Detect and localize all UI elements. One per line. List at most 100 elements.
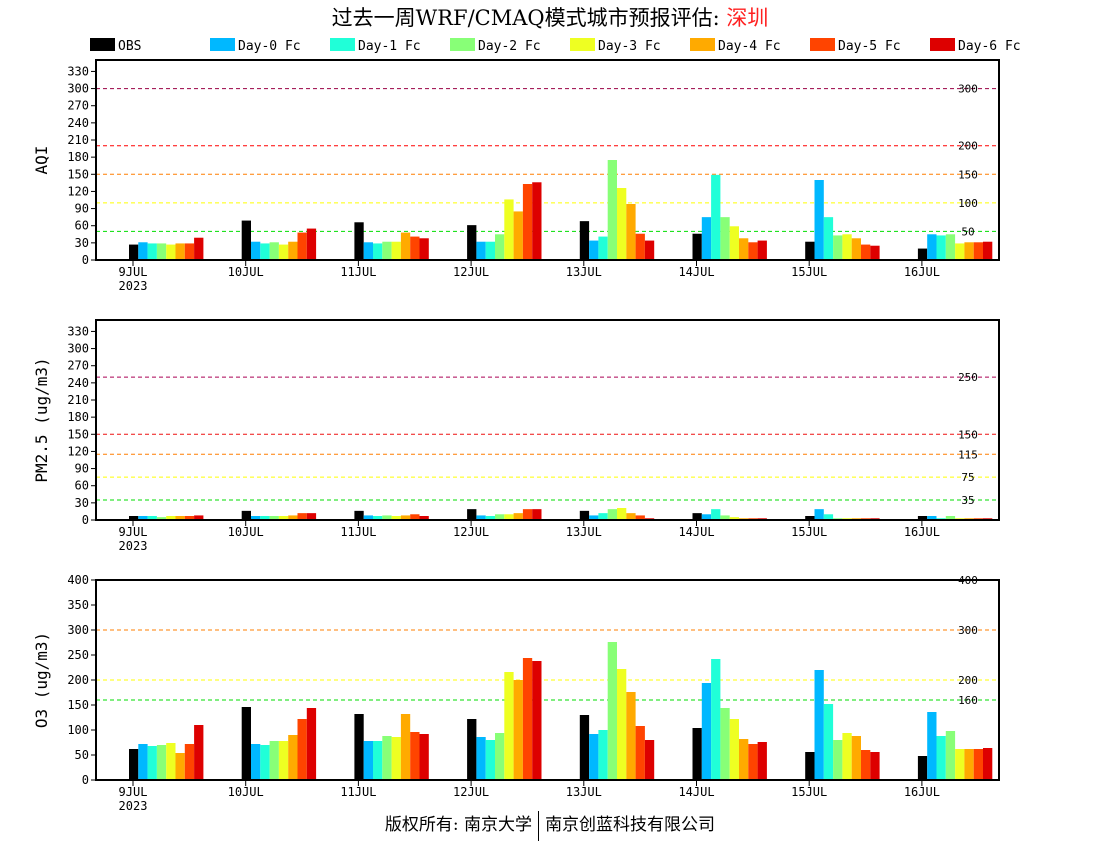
bar-day-5-fc-14jul xyxy=(748,242,758,260)
x-tick-label: 11JUL xyxy=(340,265,376,279)
bar-day-1-fc-9jul xyxy=(147,516,157,520)
y-tick-label: 50 xyxy=(75,748,89,762)
bar-day-5-fc-14jul xyxy=(748,744,758,780)
reference-label: 150 xyxy=(958,428,978,441)
bar-obs-16jul xyxy=(917,756,928,780)
x-tick-label: 12JUL xyxy=(453,785,489,799)
y-axis-label: PM2.5 (ug/m3) xyxy=(32,357,51,482)
bar-day-0-fc-12jul xyxy=(476,515,486,520)
legend-label: Day-4 Fc xyxy=(718,39,781,54)
bar-day-6-fc-12jul xyxy=(532,509,542,520)
x-tick-label: 13JUL xyxy=(566,525,602,539)
bar-day-6-fc-10jul xyxy=(306,228,317,260)
y-tick-label: 90 xyxy=(75,462,89,476)
y-tick-label: 400 xyxy=(67,573,89,587)
bar-obs-9jul xyxy=(129,749,139,780)
bar-day-4-fc-11jul xyxy=(400,515,411,520)
year-label: 2023 xyxy=(119,799,148,813)
y-tick-label: 330 xyxy=(67,64,89,78)
bar-day-4-fc-12jul xyxy=(513,680,523,780)
bar-day-5-fc-16jul xyxy=(973,749,983,780)
bar-day-0-fc-9jul xyxy=(138,242,148,260)
y-tick-label: 150 xyxy=(67,698,89,712)
bar-day-0-fc-9jul xyxy=(138,516,148,520)
bar-day-2-fc-11jul xyxy=(382,515,392,520)
y-tick-label: 120 xyxy=(67,444,89,458)
y-tick-label: 150 xyxy=(67,167,89,181)
reference-label: 300 xyxy=(958,83,978,96)
bar-day-4-fc-9jul xyxy=(175,516,185,520)
x-tick-label: 10JUL xyxy=(228,525,264,539)
y-tick-label: 210 xyxy=(67,133,89,147)
bar-day-2-fc-9jul xyxy=(156,517,167,520)
y-tick-label: 350 xyxy=(67,598,89,612)
legend-item-day-5-fc: Day-5 Fc xyxy=(810,38,901,54)
bar-day-2-fc-16jul xyxy=(945,731,956,780)
bar-day-0-fc-16jul xyxy=(927,712,937,780)
bar-day-1-fc-10jul xyxy=(260,745,270,780)
y-tick-label: 240 xyxy=(67,116,89,130)
bar-day-4-fc-14jul xyxy=(739,739,749,780)
bar-day-1-fc-9jul xyxy=(147,243,157,260)
y-tick-label: 180 xyxy=(67,410,89,424)
bar-day-4-fc-13jul xyxy=(626,204,636,260)
bar-day-0-fc-13jul xyxy=(589,240,599,260)
bar-day-1-fc-15jul xyxy=(823,704,834,780)
y-tick-label: 0 xyxy=(82,253,89,267)
bar-day-5-fc-11jul xyxy=(410,514,420,520)
copyright-right: 南京创蓝科技有限公司 xyxy=(545,815,716,835)
reference-label: 35 xyxy=(961,494,974,507)
x-tick-label: 15JUL xyxy=(791,525,827,539)
bar-day-2-fc-14jul xyxy=(720,217,730,260)
bar-day-0-fc-14jul xyxy=(701,683,712,780)
y-tick-label: 30 xyxy=(75,236,89,250)
bar-day-3-fc-9jul xyxy=(166,743,176,780)
bar-day-5-fc-15jul xyxy=(861,750,871,780)
bar-day-1-fc-16jul xyxy=(936,235,946,260)
bar-day-6-fc-13jul xyxy=(644,740,655,780)
x-tick-label: 11JUL xyxy=(340,525,376,539)
reference-label: 100 xyxy=(958,197,978,210)
bar-day-2-fc-14jul xyxy=(720,515,730,520)
bar-day-4-fc-14jul xyxy=(739,238,749,260)
y-tick-label: 270 xyxy=(67,359,89,373)
bar-day-2-fc-11jul xyxy=(382,736,392,780)
y-tick-label: 200 xyxy=(67,673,89,687)
bar-obs-11jul xyxy=(354,714,364,780)
year-label: 2023 xyxy=(119,279,148,293)
bar-day-3-fc-13jul xyxy=(617,669,627,780)
bar-day-5-fc-9jul xyxy=(184,744,195,780)
x-tick-label: 12JUL xyxy=(453,265,489,279)
bar-day-1-fc-16jul xyxy=(936,736,946,780)
legend-swatch xyxy=(570,38,595,51)
bar-day-1-fc-11jul xyxy=(373,243,383,260)
y-tick-label: 250 xyxy=(67,648,89,662)
bar-day-3-fc-14jul xyxy=(729,226,739,260)
bar-day-3-fc-13jul xyxy=(617,508,627,520)
x-tick-label: 15JUL xyxy=(791,785,827,799)
y-tick-label: 0 xyxy=(82,773,89,787)
bar-day-1-fc-13jul xyxy=(598,513,608,520)
bar-day-0-fc-14jul xyxy=(701,217,712,260)
bar-obs-13jul xyxy=(579,715,590,780)
bar-day-0-fc-15jul xyxy=(814,670,824,780)
bar-day-0-fc-11jul xyxy=(363,515,373,520)
bar-day-3-fc-11jul xyxy=(391,241,401,260)
bar-day-2-fc-9jul xyxy=(156,745,167,780)
bar-day-0-fc-14jul xyxy=(701,514,712,520)
bar-obs-12jul xyxy=(467,225,477,260)
bar-day-6-fc-16jul xyxy=(983,748,993,780)
bar-day-5-fc-13jul xyxy=(635,233,645,260)
legend-item-day-3-fc: Day-3 Fc xyxy=(570,38,661,54)
bar-day-4-fc-10jul xyxy=(288,735,298,780)
bar-day-0-fc-16jul xyxy=(927,516,937,520)
year-label: 2023 xyxy=(119,539,148,553)
bar-day-0-fc-12jul xyxy=(476,241,486,260)
bar-day-4-fc-9jul xyxy=(175,243,185,260)
bar-day-2-fc-12jul xyxy=(495,514,505,520)
bar-day-1-fc-11jul xyxy=(373,741,383,780)
bar-day-6-fc-9jul xyxy=(194,725,204,780)
legend-item-obs: OBS xyxy=(90,38,141,54)
y-tick-label: 300 xyxy=(67,342,89,356)
